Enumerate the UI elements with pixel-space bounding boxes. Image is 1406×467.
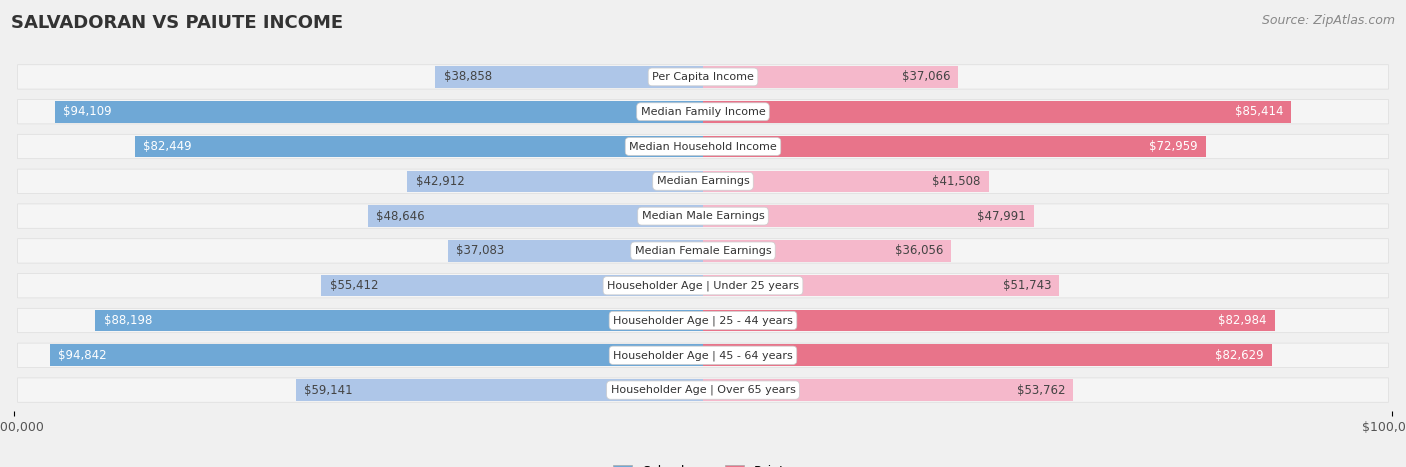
Text: Householder Age | Under 25 years: Householder Age | Under 25 years — [607, 281, 799, 291]
Text: $48,646: $48,646 — [377, 210, 425, 223]
Text: Median Earnings: Median Earnings — [657, 177, 749, 186]
FancyBboxPatch shape — [17, 308, 1389, 333]
Bar — [55, 101, 703, 122]
Bar — [295, 379, 703, 401]
Text: Median Male Earnings: Median Male Earnings — [641, 211, 765, 221]
Text: $94,842: $94,842 — [58, 349, 107, 362]
Bar — [368, 205, 703, 227]
Text: Source: ZipAtlas.com: Source: ZipAtlas.com — [1261, 14, 1395, 27]
Text: $42,912: $42,912 — [416, 175, 464, 188]
FancyBboxPatch shape — [17, 134, 1389, 159]
Bar — [321, 275, 703, 297]
Bar — [408, 170, 703, 192]
Bar — [703, 379, 1073, 401]
Bar — [703, 101, 1292, 122]
Text: $37,066: $37,066 — [901, 71, 950, 84]
Bar — [703, 310, 1275, 331]
Text: $51,743: $51,743 — [1002, 279, 1052, 292]
Bar — [703, 136, 1205, 157]
Bar — [703, 66, 959, 88]
Bar — [703, 205, 1033, 227]
Text: $82,984: $82,984 — [1218, 314, 1267, 327]
Text: $55,412: $55,412 — [329, 279, 378, 292]
Text: $72,959: $72,959 — [1149, 140, 1198, 153]
Text: $47,991: $47,991 — [977, 210, 1025, 223]
Text: $88,198: $88,198 — [104, 314, 152, 327]
Bar — [703, 170, 988, 192]
Bar — [96, 310, 703, 331]
FancyBboxPatch shape — [17, 378, 1389, 402]
Text: Householder Age | 25 - 44 years: Householder Age | 25 - 44 years — [613, 315, 793, 326]
Bar — [447, 240, 703, 262]
Text: SALVADORAN VS PAIUTE INCOME: SALVADORAN VS PAIUTE INCOME — [11, 14, 343, 32]
Text: Median Household Income: Median Household Income — [628, 142, 778, 151]
Text: Median Family Income: Median Family Income — [641, 107, 765, 117]
Bar — [703, 240, 952, 262]
Bar — [49, 345, 703, 366]
Text: Median Female Earnings: Median Female Earnings — [634, 246, 772, 256]
FancyBboxPatch shape — [17, 99, 1389, 124]
FancyBboxPatch shape — [17, 204, 1389, 228]
FancyBboxPatch shape — [17, 343, 1389, 368]
Text: $85,414: $85,414 — [1234, 105, 1284, 118]
Text: $37,083: $37,083 — [456, 244, 503, 257]
Text: $41,508: $41,508 — [932, 175, 981, 188]
Text: Householder Age | Over 65 years: Householder Age | Over 65 years — [610, 385, 796, 396]
Text: $59,141: $59,141 — [304, 383, 353, 396]
Text: Per Capita Income: Per Capita Income — [652, 72, 754, 82]
Bar — [703, 345, 1272, 366]
FancyBboxPatch shape — [17, 169, 1389, 193]
Bar — [135, 136, 703, 157]
Text: $82,629: $82,629 — [1215, 349, 1264, 362]
Text: $53,762: $53,762 — [1017, 383, 1066, 396]
Legend: Salvadoran, Paiute: Salvadoran, Paiute — [609, 460, 797, 467]
Text: $94,109: $94,109 — [63, 105, 111, 118]
FancyBboxPatch shape — [17, 65, 1389, 89]
FancyBboxPatch shape — [17, 274, 1389, 298]
Text: $36,056: $36,056 — [894, 244, 943, 257]
Bar — [436, 66, 703, 88]
Text: $38,858: $38,858 — [443, 71, 492, 84]
FancyBboxPatch shape — [17, 239, 1389, 263]
Text: $82,449: $82,449 — [143, 140, 191, 153]
Text: Householder Age | 45 - 64 years: Householder Age | 45 - 64 years — [613, 350, 793, 361]
Bar — [703, 275, 1060, 297]
